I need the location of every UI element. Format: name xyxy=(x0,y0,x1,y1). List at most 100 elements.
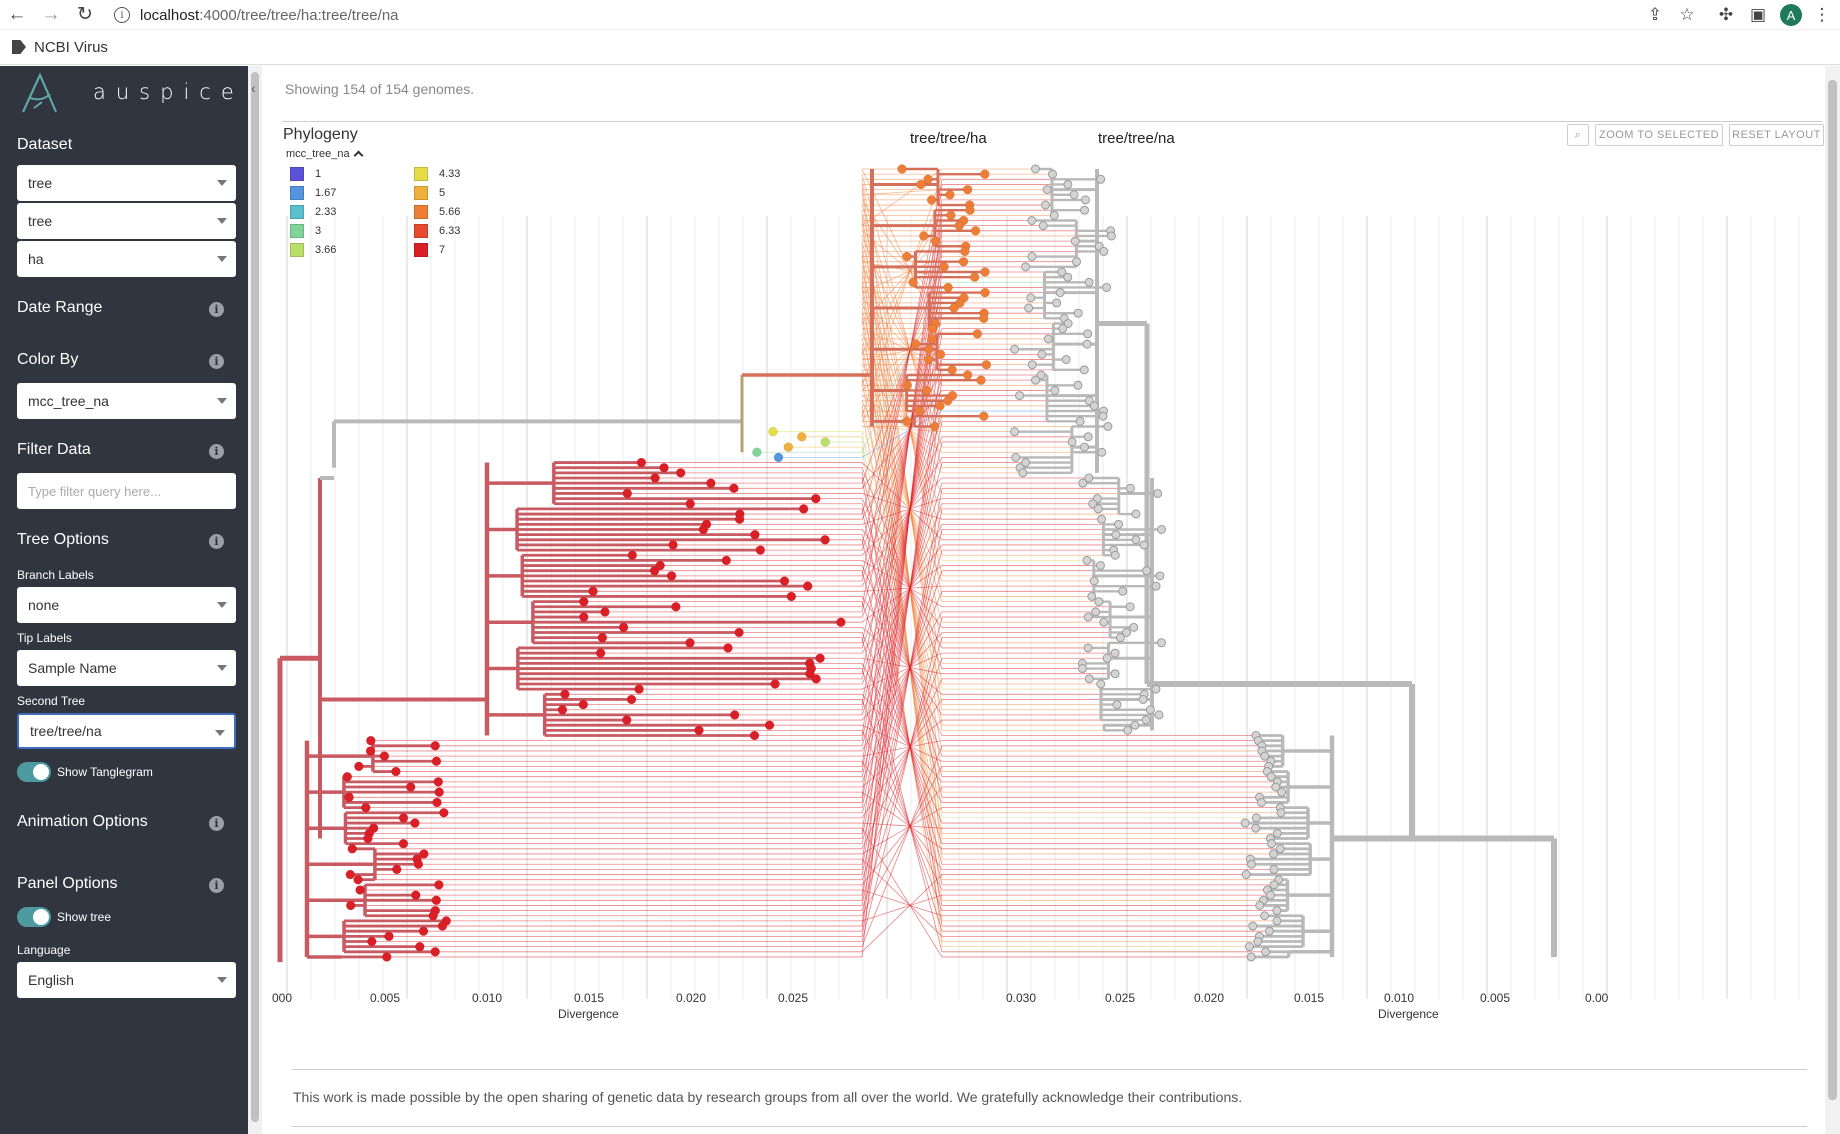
reset-layout-button[interactable]: RESET LAYOUT xyxy=(1729,124,1824,146)
tip[interactable] xyxy=(923,354,934,365)
tip[interactable] xyxy=(1078,478,1088,488)
legend-item[interactable]: 1.67 xyxy=(290,186,336,200)
tip[interactable] xyxy=(1011,452,1021,462)
tip[interactable] xyxy=(962,184,973,195)
tip[interactable] xyxy=(1121,628,1131,637)
tip[interactable] xyxy=(1079,442,1089,452)
tip[interactable] xyxy=(1096,679,1106,689)
tip[interactable] xyxy=(811,493,821,504)
zoom-search-button[interactable]: ⌕ xyxy=(1567,124,1589,146)
tip[interactable] xyxy=(578,699,589,710)
tip[interactable] xyxy=(1269,880,1279,890)
tip[interactable] xyxy=(976,375,986,385)
tip[interactable] xyxy=(415,941,425,952)
tip[interactable] xyxy=(634,684,644,694)
tip[interactable] xyxy=(939,262,949,272)
tip[interactable] xyxy=(434,787,444,797)
tip[interactable] xyxy=(1157,525,1167,534)
tip[interactable] xyxy=(1246,952,1256,962)
tip[interactable] xyxy=(367,936,377,947)
tip[interactable] xyxy=(405,782,416,792)
tip[interactable] xyxy=(626,694,637,705)
tip[interactable] xyxy=(729,483,739,494)
tip[interactable] xyxy=(636,457,647,468)
tip[interactable] xyxy=(668,540,678,550)
tip[interactable] xyxy=(783,442,794,452)
tip[interactable] xyxy=(650,473,660,483)
info-icon[interactable]: i xyxy=(209,816,224,831)
legend-item[interactable]: 7 xyxy=(414,243,445,257)
tip[interactable] xyxy=(1043,334,1053,344)
share-icon[interactable]: ⇪ xyxy=(1647,5,1663,24)
tip[interactable] xyxy=(1106,231,1116,241)
tip[interactable] xyxy=(1069,190,1079,200)
tip[interactable] xyxy=(1102,282,1112,292)
tip[interactable] xyxy=(927,334,937,344)
tanglegram-chart[interactable]: 000 0.005 0.010 0.015 0.020 0.025 0.030 … xyxy=(262,66,1822,1066)
tip[interactable] xyxy=(413,859,424,869)
tip[interactable] xyxy=(750,529,760,540)
tip[interactable] xyxy=(958,256,969,267)
tip[interactable] xyxy=(764,720,775,730)
tip[interactable] xyxy=(1057,267,1067,277)
tip[interactable] xyxy=(384,931,394,942)
legend-item[interactable]: 5 xyxy=(414,186,445,200)
tip[interactable] xyxy=(659,462,669,473)
tip[interactable] xyxy=(1070,236,1080,246)
tip[interactable] xyxy=(908,277,918,288)
side-panel-icon[interactable]: ▣ xyxy=(1749,5,1767,24)
tip[interactable] xyxy=(1097,447,1107,457)
date-range-header[interactable]: Date Range xyxy=(17,299,103,316)
tip[interactable] xyxy=(820,535,830,545)
tip[interactable] xyxy=(1015,391,1025,401)
tip[interactable] xyxy=(1110,550,1120,560)
tip[interactable] xyxy=(1026,293,1036,303)
tip[interactable] xyxy=(430,947,440,957)
tip[interactable] xyxy=(1079,365,1089,375)
tip[interactable] xyxy=(595,648,606,658)
tip[interactable] xyxy=(432,797,442,808)
tip[interactable] xyxy=(902,380,913,391)
extensions-icon[interactable]: ✣ xyxy=(1718,5,1734,24)
tip[interactable] xyxy=(1047,169,1057,179)
tip[interactable] xyxy=(1112,700,1122,710)
tip[interactable] xyxy=(954,220,964,231)
tip[interactable] xyxy=(836,617,846,627)
browser-menu-icon[interactable]: ⋮ xyxy=(1813,5,1831,24)
tip[interactable] xyxy=(1083,643,1093,653)
tip[interactable] xyxy=(1075,416,1085,426)
tip[interactable] xyxy=(579,596,589,607)
tip[interactable] xyxy=(675,468,686,478)
tip[interactable] xyxy=(805,668,815,679)
tip[interactable] xyxy=(1072,257,1082,267)
info-icon[interactable]: i xyxy=(209,354,224,369)
tip[interactable] xyxy=(1131,509,1141,519)
tip[interactable] xyxy=(1125,483,1135,493)
tip[interactable] xyxy=(947,365,957,375)
tip[interactable] xyxy=(721,555,732,566)
tip[interactable] xyxy=(1084,277,1094,287)
tip[interactable] xyxy=(1260,751,1270,761)
tip[interactable] xyxy=(1265,890,1275,900)
info-icon[interactable]: i xyxy=(209,444,224,459)
tip[interactable] xyxy=(1083,612,1093,622)
tip[interactable] xyxy=(361,802,371,813)
tip[interactable] xyxy=(431,756,442,766)
tip[interactable] xyxy=(1153,488,1163,498)
tip[interactable] xyxy=(1102,653,1112,663)
tip[interactable] xyxy=(649,565,660,576)
tip[interactable] xyxy=(706,478,716,488)
info-icon[interactable]: i xyxy=(209,534,224,549)
tip[interactable] xyxy=(969,272,980,282)
dataset-select-3[interactable]: ha xyxy=(17,241,236,277)
tip[interactable] xyxy=(428,911,438,921)
tip[interactable] xyxy=(1073,380,1083,390)
tip[interactable] xyxy=(1063,319,1073,328)
tip[interactable] xyxy=(379,751,390,761)
tip[interactable] xyxy=(723,643,733,653)
site-info-icon[interactable]: i xyxy=(114,7,130,23)
tip[interactable] xyxy=(955,298,965,308)
tip[interactable] xyxy=(797,432,807,442)
tip[interactable] xyxy=(786,591,797,602)
tip[interactable] xyxy=(1091,607,1101,617)
